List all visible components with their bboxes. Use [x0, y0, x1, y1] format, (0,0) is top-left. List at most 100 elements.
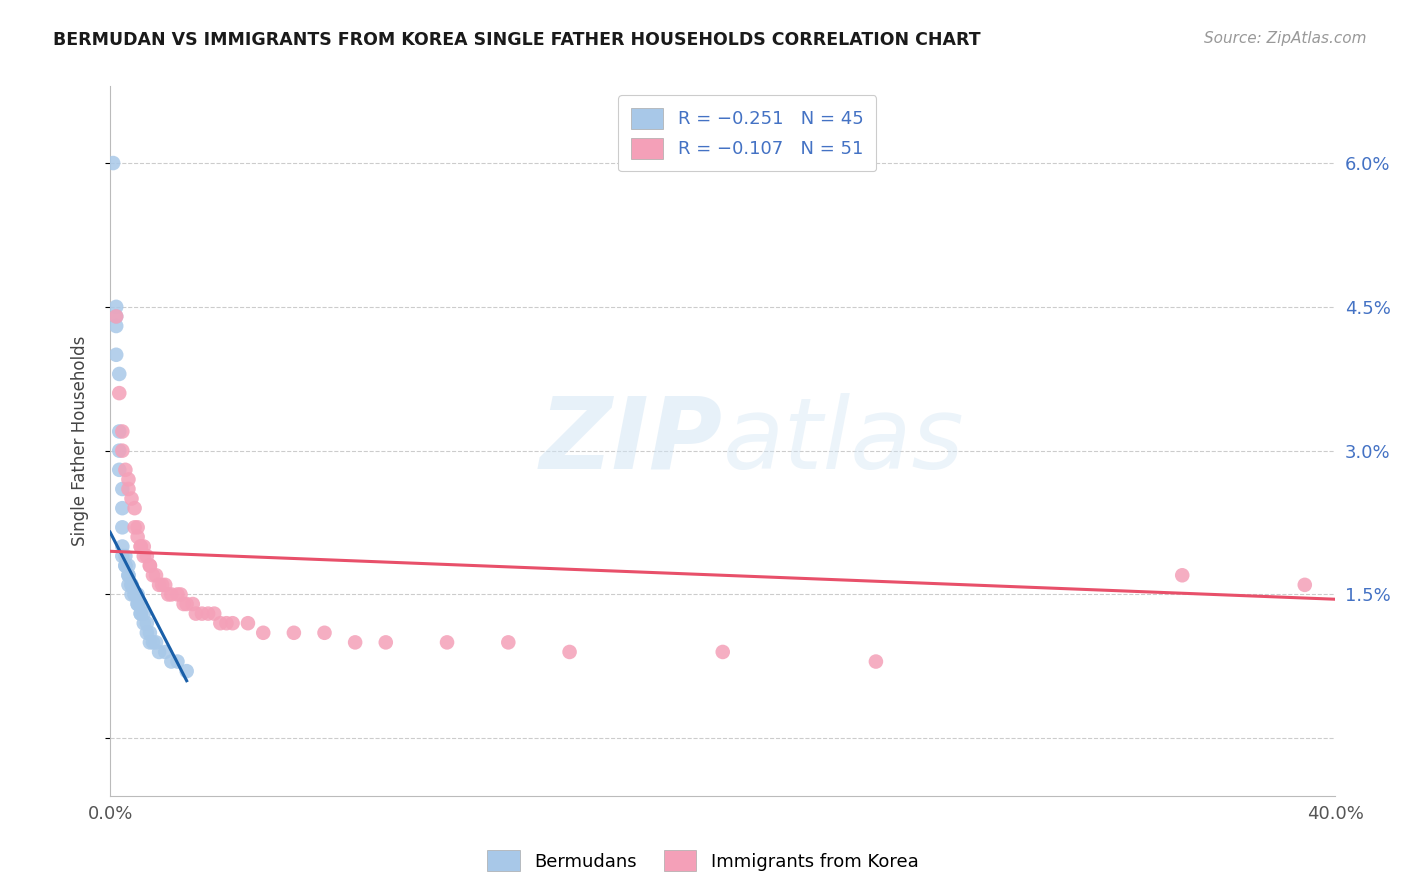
Point [173, 597, 195, 611]
Point [108, 367, 131, 381]
Point [139, 635, 162, 649]
Point [121, 491, 143, 506]
Point [135, 625, 157, 640]
Legend: R = −0.251   N = 45, R = −0.107   N = 51: R = −0.251 N = 45, R = −0.107 N = 51 [619, 95, 876, 171]
Point [221, 616, 243, 631]
Point [711, 645, 734, 659]
Point [124, 501, 146, 516]
Point [139, 625, 162, 640]
Point [111, 520, 134, 534]
Point [114, 558, 136, 573]
Point [129, 607, 152, 621]
Point [124, 587, 146, 601]
Point [127, 587, 149, 601]
Point [101, 156, 124, 170]
Point [114, 558, 136, 573]
Point [132, 540, 155, 554]
Point [129, 597, 152, 611]
Point [139, 558, 162, 573]
Point [135, 616, 157, 631]
Point [117, 568, 139, 582]
Point [132, 549, 155, 563]
Point [111, 443, 134, 458]
Point [176, 597, 198, 611]
Point [157, 587, 180, 601]
Point [1171, 568, 1194, 582]
Point [117, 558, 139, 573]
Point [142, 568, 165, 582]
Point [105, 300, 128, 314]
Point [145, 635, 167, 649]
Point [132, 607, 155, 621]
Point [148, 645, 170, 659]
Point [314, 625, 336, 640]
Point [117, 578, 139, 592]
Point [236, 616, 259, 631]
Point [127, 597, 149, 611]
Point [108, 386, 131, 401]
Point [197, 607, 219, 621]
Point [142, 635, 165, 649]
Point [145, 568, 167, 582]
Point [374, 635, 396, 649]
Text: Source: ZipAtlas.com: Source: ZipAtlas.com [1204, 31, 1367, 46]
Point [865, 655, 887, 669]
Point [166, 655, 188, 669]
Point [127, 530, 149, 544]
Point [108, 443, 131, 458]
Point [121, 578, 143, 592]
Point [148, 578, 170, 592]
Point [124, 587, 146, 601]
Point [111, 482, 134, 496]
Legend: Bermudans, Immigrants from Korea: Bermudans, Immigrants from Korea [479, 843, 927, 879]
Point [129, 607, 152, 621]
Point [160, 655, 183, 669]
Point [135, 549, 157, 563]
Point [1294, 578, 1316, 592]
Point [111, 540, 134, 554]
Point [155, 578, 177, 592]
Point [155, 645, 177, 659]
Point [105, 348, 128, 362]
Point [108, 425, 131, 439]
Point [108, 463, 131, 477]
Point [105, 310, 128, 324]
Point [127, 520, 149, 534]
Point [132, 616, 155, 631]
Point [498, 635, 520, 649]
Point [191, 607, 214, 621]
Text: BERMUDAN VS IMMIGRANTS FROM KOREA SINGLE FATHER HOUSEHOLDS CORRELATION CHART: BERMUDAN VS IMMIGRANTS FROM KOREA SINGLE… [53, 31, 981, 49]
Point [105, 318, 128, 333]
Point [111, 501, 134, 516]
Point [252, 625, 274, 640]
Point [111, 549, 134, 563]
Point [215, 616, 238, 631]
Point [105, 310, 128, 324]
Point [121, 587, 143, 601]
Point [117, 482, 139, 496]
Point [558, 645, 581, 659]
Point [436, 635, 458, 649]
Point [114, 549, 136, 563]
Point [124, 520, 146, 534]
Point [344, 635, 367, 649]
Text: atlas: atlas [723, 392, 965, 490]
Y-axis label: Single Father Households: Single Father Households [72, 336, 89, 546]
Point [184, 607, 207, 621]
Point [121, 578, 143, 592]
Point [114, 463, 136, 477]
Text: ZIP: ZIP [540, 392, 723, 490]
Point [139, 558, 162, 573]
Point [181, 597, 204, 611]
Point [209, 616, 232, 631]
Point [160, 587, 183, 601]
Point [127, 597, 149, 611]
Point [129, 540, 152, 554]
Point [111, 425, 134, 439]
Point [283, 625, 305, 640]
Point [176, 664, 198, 678]
Point [150, 578, 173, 592]
Point [117, 472, 139, 486]
Point [202, 607, 225, 621]
Point [117, 568, 139, 582]
